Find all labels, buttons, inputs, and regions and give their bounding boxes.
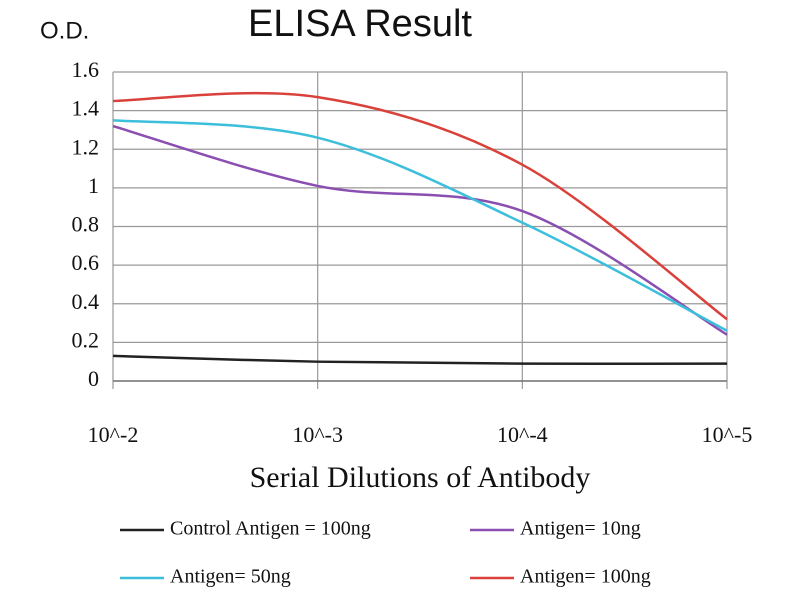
x-tick-label: 10^-2	[88, 422, 139, 447]
x-tick-label: 10^-3	[292, 422, 343, 447]
y-tick-label: 1	[88, 173, 99, 198]
x-tick-label: 10^-4	[497, 422, 548, 447]
y-tick-label: 1.2	[72, 134, 100, 159]
x-tick-label: 10^-5	[702, 422, 753, 447]
y-tick-label: 0.4	[72, 289, 100, 314]
y-tick-label: 0.2	[72, 327, 100, 352]
series-line	[112, 354, 728, 366]
y-tick-label: 1.4	[72, 96, 100, 121]
y-axis-label: O.D.	[40, 17, 89, 44]
x-axis-label: Serial Dilutions of Antibody	[250, 461, 591, 494]
y-tick-label: 1.6	[72, 57, 100, 82]
legend-label: Antigen= 10ng	[520, 518, 641, 540]
legend-label: Control Antigen = 100ng	[170, 518, 371, 540]
chart-title: ELISA Result	[248, 3, 472, 45]
series-line	[112, 124, 728, 336]
y-tick-label: 0	[88, 366, 99, 391]
legend-label: Antigen= 50ng	[170, 566, 291, 588]
y-tick-label: 0.6	[72, 250, 100, 275]
legend-label: Antigen= 100ng	[520, 566, 651, 588]
series-line	[112, 119, 728, 332]
series-line	[112, 91, 728, 321]
y-tick-label: 0.8	[72, 212, 100, 237]
